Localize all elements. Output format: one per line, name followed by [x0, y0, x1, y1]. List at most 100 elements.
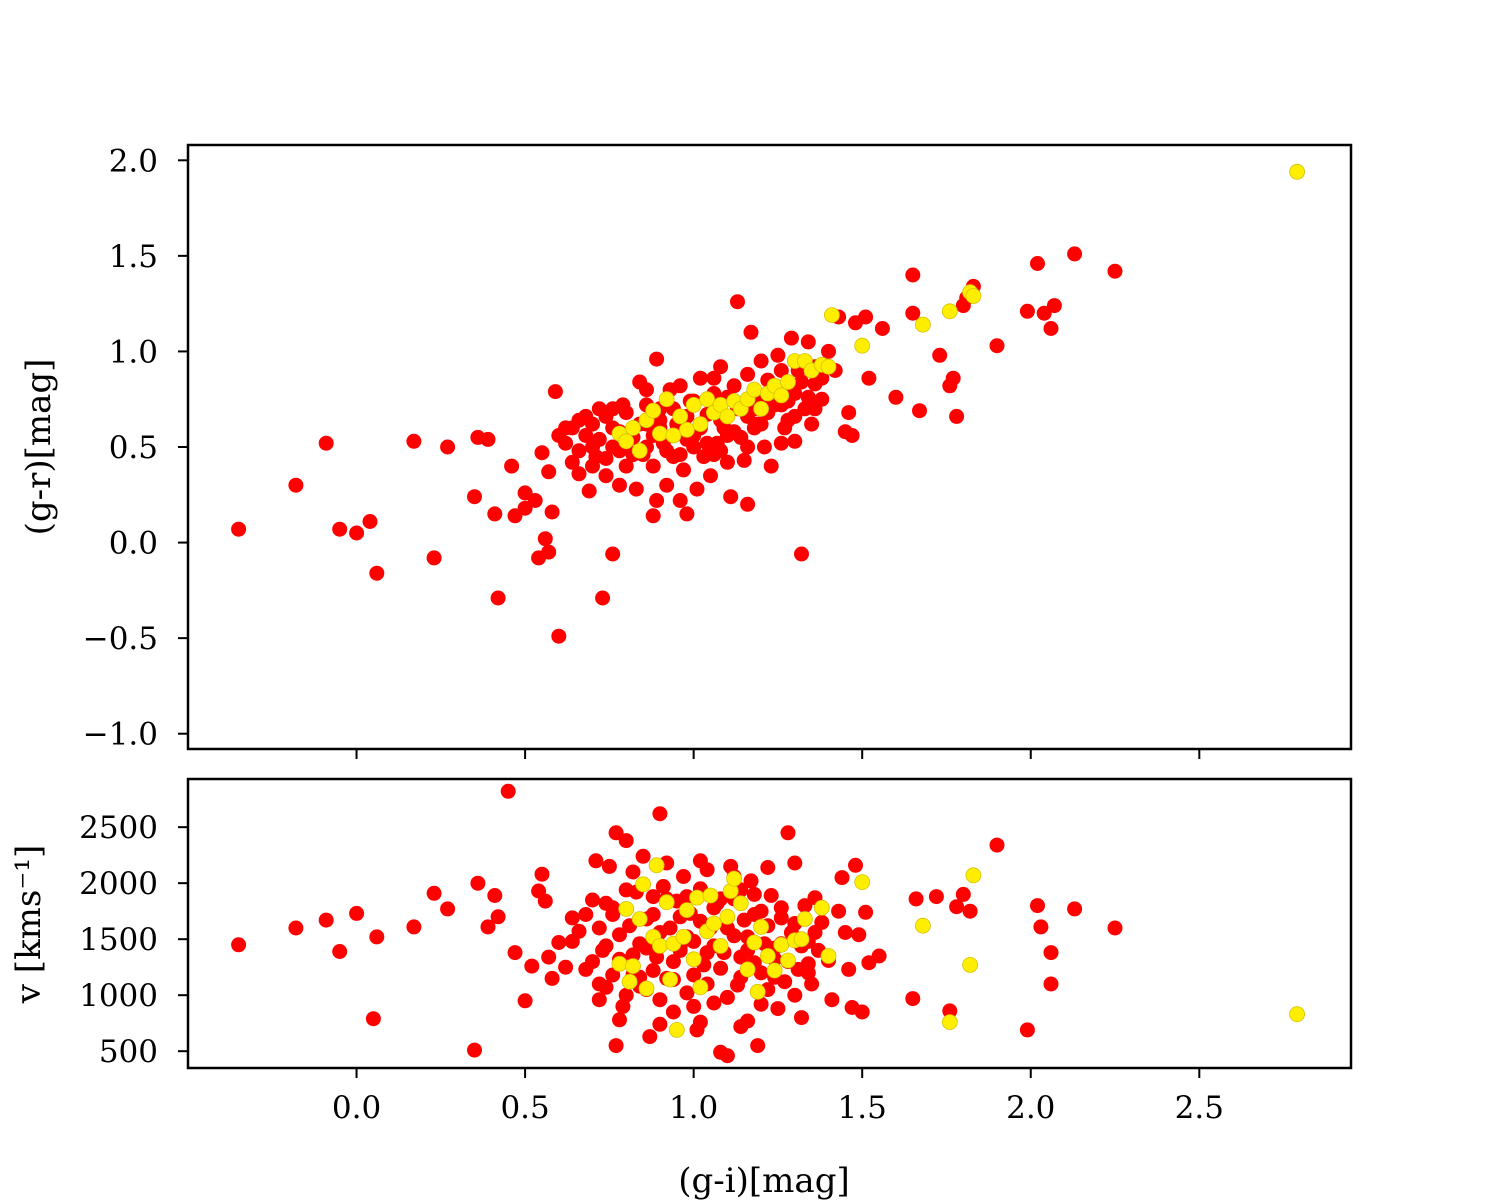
bottom-red-point [591, 992, 607, 1008]
bottom-red-point [588, 853, 604, 869]
bottom-red-point [719, 920, 735, 936]
bottom-red-point [591, 976, 607, 992]
bottom-red-point [837, 925, 853, 940]
bottom-yellow-point [611, 955, 628, 972]
bottom-x-tick-label: 2.5 [1175, 1090, 1224, 1126]
bottom-plot-frame [186, 777, 1353, 1070]
top-red-point [699, 435, 715, 451]
top-yellow-point [780, 374, 796, 390]
bottom-yellow-point [753, 919, 769, 935]
bottom-yellow-point [631, 911, 648, 927]
bottom-yellow-point [797, 911, 813, 927]
top-y-tick-label: 1.0 [109, 334, 158, 370]
top-red-point [467, 489, 482, 505]
bottom-red-point [524, 958, 540, 974]
bottom-red-point [841, 961, 857, 977]
bottom-red-point [797, 898, 813, 914]
bottom-red-point [490, 909, 506, 925]
bottom-red-point [655, 879, 671, 894]
bottom-red-point [440, 901, 456, 917]
top-red-point [800, 389, 816, 405]
bottom-red-point [605, 967, 621, 983]
top-red-point [440, 439, 456, 455]
bottom-red-point [743, 873, 759, 889]
bottom-yellow-point [668, 1022, 685, 1038]
bottom-yellow-point [854, 874, 871, 890]
top-red-point [605, 401, 621, 417]
top-red-point [318, 435, 334, 451]
top-yellow-point [773, 387, 790, 404]
bottom-red-point [746, 907, 762, 922]
bottom-yellow-point [692, 979, 709, 996]
top-red-point [639, 382, 654, 398]
bottom-series-yellow [611, 857, 1305, 1038]
top-red-point [1107, 263, 1123, 279]
top-yellow-point [941, 303, 958, 320]
bottom-yellow-point [648, 857, 665, 874]
top-red-point [541, 464, 557, 480]
bottom-y-axis-label: v [kms⁻¹] [9, 845, 49, 1004]
bottom-yellow-point [675, 929, 692, 945]
top-red-point [679, 506, 695, 522]
top-red-point [770, 347, 786, 363]
bottom-red-point [753, 965, 769, 981]
top-red-point [551, 428, 567, 443]
bottom-red-point [635, 848, 651, 864]
bottom-red-point [645, 963, 661, 978]
top-red-point [595, 590, 611, 606]
top-red-point [551, 628, 567, 644]
bottom-red-point [601, 858, 617, 874]
bottom-red-point [534, 866, 550, 882]
top-yellow-point [699, 391, 715, 408]
bottom-red-point [598, 895, 614, 911]
bottom-yellow-point [915, 917, 931, 934]
top-red-point [605, 546, 621, 562]
top-y-tick-label: −0.5 [83, 621, 158, 657]
top-red-point [773, 435, 789, 451]
top-red-point [740, 496, 756, 512]
bottom-red-point [807, 925, 823, 940]
bottom-red-point [578, 907, 594, 922]
bottom-red-point [625, 947, 641, 963]
top-yellow-point [679, 421, 695, 438]
bottom-red-point [365, 1011, 381, 1027]
bottom-red-point [652, 1016, 668, 1032]
bottom-red-point [645, 889, 661, 905]
bottom-yellow-point [635, 876, 651, 893]
top-red-point [713, 443, 729, 459]
bottom-red-point [652, 806, 668, 822]
bottom-red-point [686, 998, 702, 1014]
bottom-red-point [676, 869, 691, 884]
top-red-point [349, 525, 365, 541]
bottom-red-point [746, 886, 762, 902]
bottom-y-tick-label: 1500 [79, 922, 158, 958]
top-yellow-point [631, 442, 648, 459]
top-red-point [547, 384, 563, 400]
bottom-yellow-point [746, 934, 763, 951]
top-red-point [672, 493, 688, 508]
top-red-point [1019, 303, 1035, 319]
top-panel-gr-vs-gi: −1.0 −0.5 0.0 0.5 1.0 1.5 2.0 (g-r)[mag] [19, 143, 1353, 759]
bottom-red-point [989, 837, 1005, 853]
top-red-point [480, 431, 496, 447]
bottom-red-point [612, 1012, 627, 1028]
bottom-red-point [750, 1038, 766, 1054]
bottom-red-point [1043, 976, 1059, 992]
top-red-point [504, 458, 520, 474]
top-red-point [874, 321, 890, 336]
top-red-point [527, 493, 543, 508]
top-red-point [487, 506, 503, 522]
top-red-point [932, 347, 948, 363]
top-red-point [332, 521, 348, 537]
bottom-yellow-point [618, 901, 635, 917]
top-red-point [672, 447, 688, 463]
bottom-y-tick-label: 1000 [79, 978, 158, 1014]
bottom-red-point [770, 1001, 786, 1017]
bottom-yellow-point [780, 952, 796, 969]
top-yellow-point [618, 433, 635, 450]
bottom-yellow-point [773, 936, 790, 953]
bottom-red-point [679, 985, 695, 1001]
bottom-red-point [349, 905, 365, 921]
bottom-red-point [288, 920, 304, 936]
top-red-point [544, 504, 560, 520]
